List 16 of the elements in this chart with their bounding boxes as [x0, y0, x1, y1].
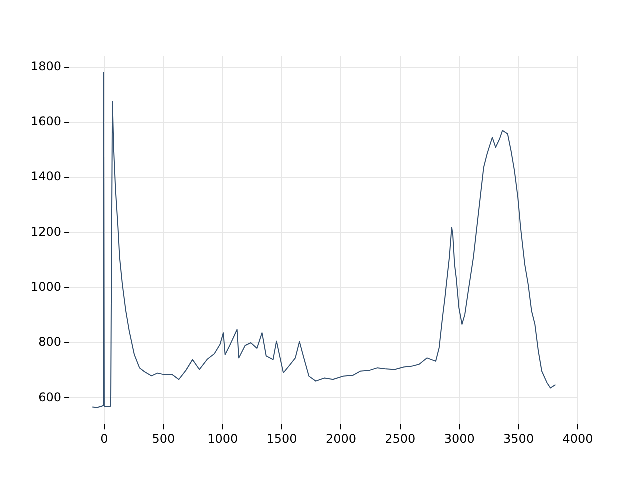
- x-tick-label: 2500: [385, 432, 416, 446]
- y-tick-label: 1400: [30, 170, 62, 184]
- y-tick-label: 1600: [30, 114, 62, 129]
- y-tick-label: 800: [38, 335, 62, 350]
- x-tick-label: 1000: [208, 432, 238, 446]
- y-tick-label: 1000: [30, 280, 62, 294]
- y-tick-label: 1200: [30, 224, 62, 239]
- y-tick-label: 1800: [30, 59, 62, 74]
- x-tick-label: 0: [100, 432, 108, 446]
- y-tick-label: 600: [38, 390, 62, 404]
- x-tick-label: 3000: [444, 432, 475, 446]
- x-tick-label: 500: [152, 432, 176, 446]
- x-tick-label: 3500: [504, 432, 534, 446]
- x-tick-label: 2000: [326, 432, 357, 446]
- x-tick-label: 1500: [266, 432, 298, 446]
- x-tick-label: 4000: [562, 432, 594, 446]
